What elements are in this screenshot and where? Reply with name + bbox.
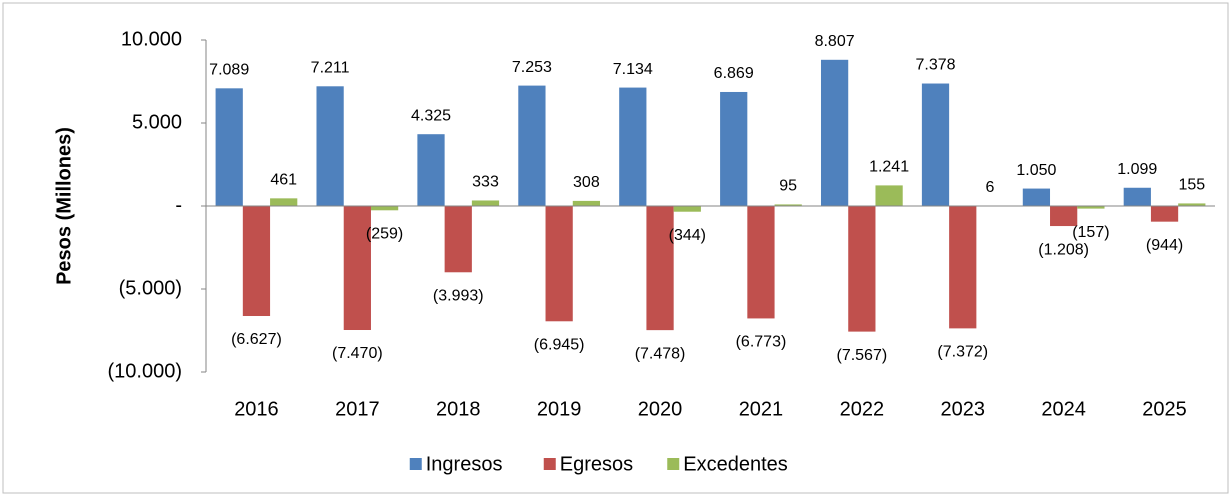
value-label: 155 [1178,177,1205,194]
bar [747,206,774,318]
value-label: 7.134 [613,61,653,78]
y-tick-label: 10.000 [121,28,182,50]
x-tick-label: 2016 [234,398,279,420]
y-tick-label: (10.000) [108,360,183,382]
bar [1124,188,1151,206]
x-tick-label: 2021 [739,398,784,420]
x-tick-label: 2023 [941,398,986,420]
value-label: (7.372) [937,344,988,361]
value-label: 7.089 [209,62,249,79]
legend-label: Egresos [560,453,633,475]
legend-label: Excedentes [683,453,788,475]
bar [573,201,600,206]
value-label: (7.470) [332,345,383,362]
y-tick-label: - [175,194,182,216]
value-label: 6 [986,179,995,196]
value-label: 6.869 [714,65,754,82]
value-label: 461 [270,172,297,189]
value-label: 95 [779,178,797,195]
bar [1151,206,1178,222]
bar [821,60,848,206]
bar [371,206,398,210]
legend-swatch [667,458,679,470]
bar [216,88,243,206]
value-label: (6.773) [736,334,787,351]
bar [270,198,297,206]
value-label: 333 [472,174,499,191]
bar [922,84,949,206]
value-label: (6.627) [231,331,282,348]
x-tick-label: 2022 [840,398,885,420]
value-label: 308 [573,174,600,191]
x-tick-label: 2024 [1041,398,1086,420]
value-label: 7.378 [915,57,955,74]
bar [619,88,646,206]
x-tick-label: 2018 [436,398,481,420]
bar [546,206,573,321]
bar [875,185,902,206]
value-label: 8.807 [815,33,855,50]
legend-swatch [544,458,556,470]
legend-swatch [410,458,422,470]
value-label: (944) [1146,237,1183,254]
x-tick-label: 2025 [1142,398,1187,420]
y-tick-label: 5.000 [132,111,182,133]
y-tick-label: (5.000) [119,277,182,299]
bar [445,206,472,272]
value-label: 1.241 [869,159,909,176]
bar [518,86,545,206]
bar [720,92,747,206]
y-axis-title: Pesos (Millones) [53,127,75,285]
value-label: 1.099 [1117,161,1157,178]
value-label: (7.567) [836,347,887,364]
x-tick-label: 2020 [638,398,683,420]
value-label: 4.325 [411,107,451,124]
bar [1023,189,1050,206]
value-label: (259) [366,226,403,243]
value-label: (344) [669,227,706,244]
bar [243,206,270,316]
value-label: (7.478) [635,345,686,362]
bar [949,206,976,328]
value-label: 7.211 [311,60,350,77]
bar [472,200,499,206]
bar [848,206,875,332]
value-label: (3.993) [433,288,484,305]
bar [646,206,673,330]
value-label: (6.945) [534,337,585,354]
value-label: 7.253 [512,59,552,76]
value-label: (157) [1072,224,1109,241]
value-label: 1.050 [1016,162,1056,179]
bar [674,206,701,212]
bar [417,134,444,206]
x-tick-label: 2017 [335,398,380,420]
legend-label: Ingresos [426,453,503,475]
x-tick-label: 2019 [537,398,582,420]
value-label: (1.208) [1038,241,1089,258]
bar [316,86,343,206]
